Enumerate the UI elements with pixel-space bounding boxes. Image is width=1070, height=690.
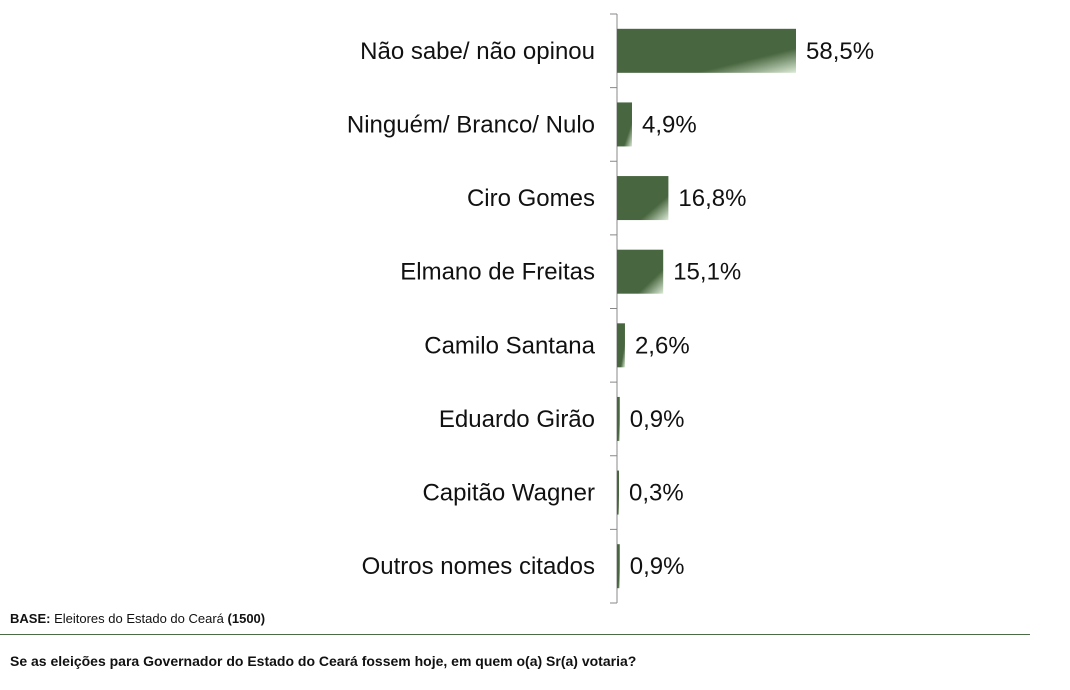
category-label: Ciro Gomes: [467, 185, 595, 212]
value-label: 15,1%: [673, 259, 741, 286]
bar: [617, 544, 620, 589]
footer-divider: [0, 634, 1030, 635]
base-label: BASE:: [10, 611, 51, 626]
base-count: (1500): [227, 611, 266, 626]
base-text: Eleitores do Estado do Ceará: [54, 611, 224, 626]
survey-question: Se as eleições para Governador do Estado…: [10, 653, 637, 669]
category-label: Não sabe/ não opinou: [360, 38, 595, 65]
category-label: Ninguém/ Branco/ Nulo: [347, 111, 595, 138]
value-label: 58,5%: [806, 38, 874, 65]
value-label: 0,9%: [630, 406, 685, 433]
bar-chart: Não sabe/ não opinou Ninguém/ Branco/ Nul…: [347, 13, 874, 604]
value-label: 0,3%: [629, 480, 684, 507]
value-label: 16,8%: [678, 185, 746, 212]
bar: [617, 323, 625, 368]
category-label: Camilo Santana: [424, 332, 595, 359]
category-label: Eduardo Girão: [439, 406, 595, 433]
bar: [617, 176, 669, 221]
bar: [617, 470, 619, 515]
bar: [617, 249, 664, 294]
value-label: 0,9%: [630, 553, 685, 580]
category-label: Elmano de Freitas: [400, 259, 595, 286]
value-label: 4,9%: [642, 111, 697, 138]
bar: [617, 28, 797, 73]
base-note: BASE: Eleitores do Estado do Ceará (1500…: [10, 611, 265, 626]
category-label: Capitão Wagner: [422, 480, 595, 507]
bar: [617, 396, 620, 441]
category-label: Outros nomes citados: [362, 553, 595, 580]
bar: [617, 102, 632, 147]
value-label: 2,6%: [635, 332, 690, 359]
